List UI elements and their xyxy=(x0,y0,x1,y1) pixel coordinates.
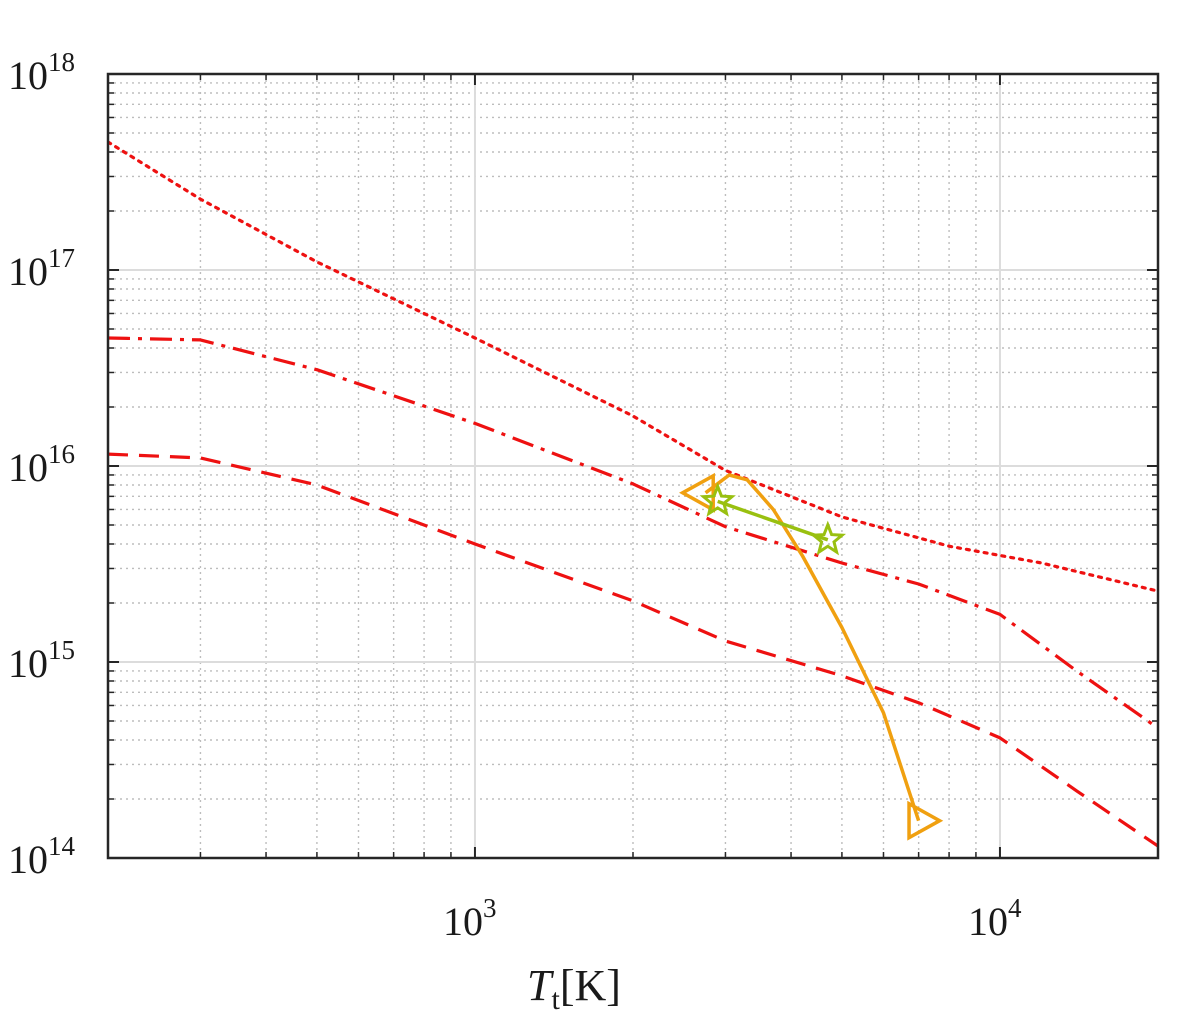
series-line-1-dotted xyxy=(108,140,1158,593)
y-tick-label: 1014 xyxy=(8,831,76,882)
x-tick-exponent: 3 xyxy=(483,893,497,923)
x-tick-base: 10 xyxy=(443,899,483,944)
y-tick-exponent: 18 xyxy=(48,47,75,77)
x-axis-label-symbol: T xyxy=(527,961,555,1010)
y-tick-base: 10 xyxy=(8,53,48,98)
series-line-5-solid xyxy=(717,499,829,542)
series-line-3-dashed xyxy=(108,452,1158,848)
y-tick-exponent: 15 xyxy=(48,635,75,665)
triangle-marker-start xyxy=(679,472,715,513)
y-tick-base: 10 xyxy=(8,641,48,686)
y-tick-exponent: 16 xyxy=(48,439,75,469)
x-axis-label: Tt[K] xyxy=(527,961,621,1014)
x-tick-label: 103 xyxy=(443,893,497,944)
y-tick-exponent: 14 xyxy=(48,831,76,861)
y-tick-label: 1017 xyxy=(8,243,75,294)
major-grid xyxy=(108,74,1158,858)
x-tick-base: 10 xyxy=(968,899,1008,944)
x-axis-label-unit: [K] xyxy=(560,961,621,1010)
triangle-marker-end xyxy=(907,800,944,841)
series-line-2-dashdot xyxy=(108,336,1158,730)
y-tick-label: 1018 xyxy=(8,47,75,98)
x-tick-exponent: 4 xyxy=(1008,893,1022,923)
x-axis-label-subscript: t xyxy=(552,983,561,1014)
y-tick-base: 10 xyxy=(8,837,48,882)
y-tick-base: 10 xyxy=(8,445,48,490)
y-tick-base: 10 xyxy=(8,249,48,294)
y-tick-label: 1016 xyxy=(8,439,75,490)
y-tick-label: 1015 xyxy=(8,635,75,686)
series-line-4-solid xyxy=(704,473,921,822)
star-marker-2 xyxy=(809,520,847,556)
plot-series xyxy=(108,140,1158,848)
x-tick-label: 104 xyxy=(968,893,1022,944)
y-tick-exponent: 17 xyxy=(48,243,75,273)
axis-ticks xyxy=(108,73,1158,859)
star-marker-1 xyxy=(699,482,736,517)
